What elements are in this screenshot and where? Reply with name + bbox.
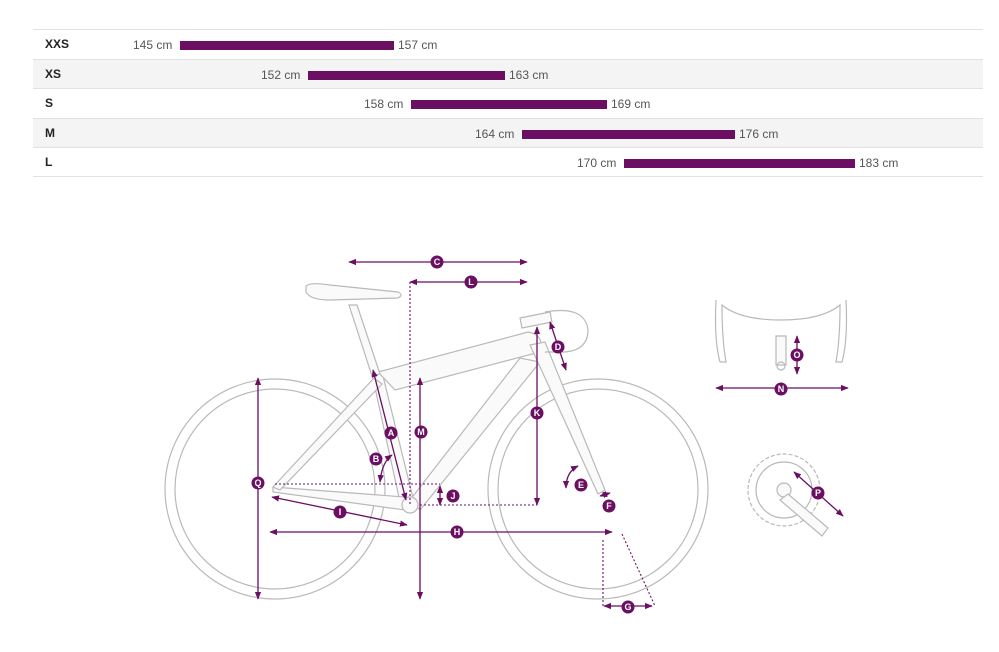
badge-g: G	[621, 600, 635, 614]
svg-text:J: J	[450, 491, 455, 501]
badge-f: F	[602, 499, 616, 513]
svg-text:I: I	[339, 507, 342, 517]
badge-m: M	[414, 425, 428, 439]
size-label: S	[45, 96, 54, 110]
size-row-l: L 170 cm 183 cm	[33, 147, 983, 177]
svg-text:E: E	[578, 480, 584, 490]
badge-n: N	[774, 382, 788, 396]
svg-text:D: D	[555, 342, 562, 352]
size-row-s: S 158 cm 169 cm	[33, 88, 983, 118]
range-min: 158 cm	[364, 97, 404, 111]
size-label: M	[45, 125, 55, 140]
badge-c: C	[430, 255, 444, 269]
badge-q: Q	[251, 476, 265, 490]
badge-d: D	[551, 340, 565, 354]
badge-h: H	[450, 525, 464, 539]
badge-o: O	[790, 348, 804, 362]
badge-b: B	[369, 452, 383, 466]
svg-text:F: F	[606, 501, 612, 511]
size-row-xxs: XXS 145 cm 157 cm	[33, 29, 983, 59]
svg-text:M: M	[417, 427, 425, 437]
range-max: 183 cm	[859, 156, 899, 170]
dimension-lines	[254, 258, 849, 610]
height-range-bar	[308, 70, 505, 80]
range-max: 163 cm	[509, 67, 549, 82]
badge-p: P	[811, 486, 825, 500]
range-max: 169 cm	[611, 97, 651, 111]
height-range-bar	[522, 129, 735, 139]
svg-text:G: G	[624, 602, 631, 612]
size-chart: XXS 145 cm 157 cm XS 152 cm 163 cm S 158…	[33, 29, 983, 177]
svg-text:C: C	[434, 257, 441, 267]
height-range-bar	[624, 159, 855, 168]
badge-a: A	[384, 426, 398, 440]
height-range-bar	[180, 41, 394, 50]
badge-i: I	[333, 505, 347, 519]
size-label: XXS	[45, 37, 70, 51]
range-max: 176 cm	[739, 126, 779, 141]
svg-text:K: K	[534, 408, 541, 418]
badge-e: E	[574, 478, 588, 492]
range-min: 152 cm	[261, 67, 301, 82]
badge-k: K	[530, 406, 544, 420]
height-range-bar	[411, 100, 607, 109]
range-min: 170 cm	[577, 156, 617, 170]
size-label: XS	[45, 66, 62, 81]
svg-text:H: H	[454, 527, 461, 537]
saddle	[305, 283, 402, 301]
range-min: 145 cm	[133, 38, 173, 52]
bike-illustration	[164, 283, 709, 600]
svg-text:Q: Q	[254, 478, 261, 488]
svg-text:A: A	[388, 428, 395, 438]
size-row-m: M 164 cm 176 cm	[33, 117, 983, 147]
svg-text:O: O	[793, 350, 800, 360]
svg-text:N: N	[778, 384, 785, 394]
range-max: 157 cm	[398, 38, 438, 52]
svg-text:P: P	[815, 488, 821, 498]
size-row-xs: XS 152 cm 163 cm	[33, 58, 983, 88]
range-min: 164 cm	[475, 126, 515, 141]
badge-l: L	[464, 275, 478, 289]
size-label: L	[45, 155, 53, 169]
front-wheel	[487, 378, 709, 600]
svg-text:B: B	[373, 454, 380, 464]
handlebar-inset	[714, 299, 848, 371]
svg-text:L: L	[468, 277, 474, 287]
badge-j: J	[446, 489, 460, 503]
